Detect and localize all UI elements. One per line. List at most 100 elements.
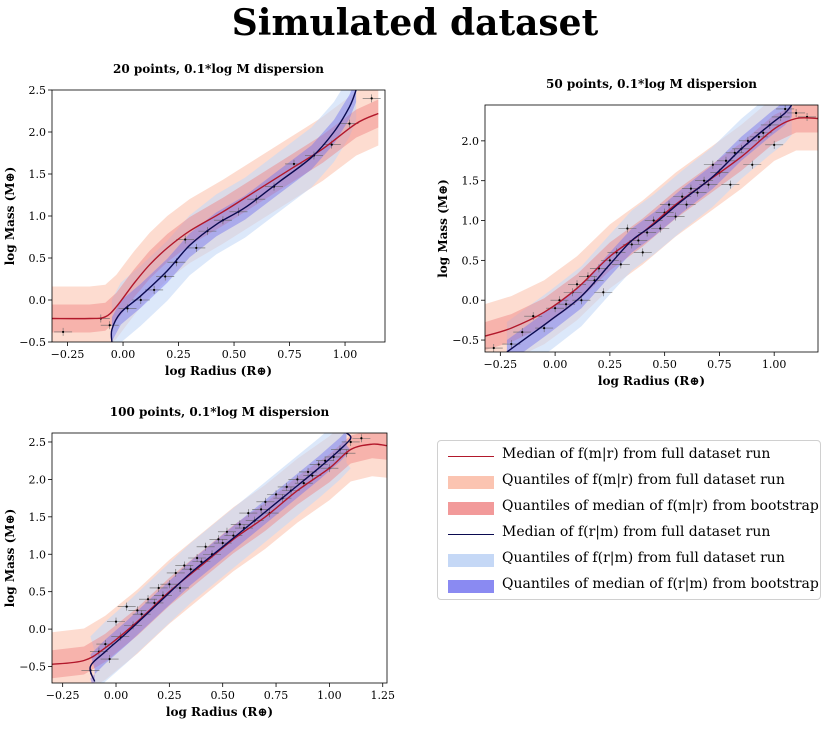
bootstrap-band-mr [485, 105, 818, 351]
subplot-20-points: −0.25 0.00 0.25 0.50 0.75 1.00 −0.5 0.0 0.5 1.0 1.… [3, 62, 386, 378]
point-marker [146, 598, 150, 601]
point-marker [580, 299, 583, 302]
median-line-mr [52, 112, 379, 320]
point-marker [108, 657, 111, 661]
point-marker [784, 107, 787, 111]
point-marker [317, 463, 320, 466]
point-marker [264, 500, 267, 503]
point-marker [646, 231, 649, 234]
legend-entry-median-mr: Median of f(m|r) from full dataset run [438, 444, 820, 468]
point-marker [492, 346, 495, 350]
point-marker [532, 315, 535, 318]
point-marker [178, 586, 182, 590]
subplot-title: 50 points, 0.1*log M dispersion [546, 77, 757, 91]
point-marker [285, 485, 288, 488]
legend-label: Quantiles of median of f(r|m) from boots… [502, 576, 819, 592]
legend-label: Quantiles of median of f(m|r) from boots… [502, 498, 819, 514]
legend-patch-swatch [448, 476, 494, 489]
legend-patch-swatch [448, 580, 494, 593]
data-point [776, 105, 795, 113]
data-point [362, 94, 381, 103]
data-point [176, 235, 195, 244]
point-marker [217, 538, 220, 541]
data-point [568, 280, 587, 289]
point-marker [140, 613, 143, 616]
point-marker [274, 493, 278, 496]
subplot-100-points: −0.25 0.00 0.25 0.50 0.75 1.00 1.25 −0.5 0.0 0.5 1… [3, 405, 395, 719]
data-point [352, 434, 371, 443]
median-line-rm [89, 433, 352, 682]
x-tick-label: 0.75 [707, 358, 732, 371]
point-marker [204, 545, 207, 548]
data-point [160, 580, 179, 589]
point-marker [370, 97, 373, 100]
axes-frame [51, 432, 388, 684]
point-marker [619, 263, 622, 266]
x-tick-label: 0.25 [166, 348, 191, 361]
subplot-title: 100 points, 0.1*log M dispersion [110, 405, 330, 419]
x-tick-label: 0.00 [111, 348, 136, 361]
point-marker [554, 307, 557, 310]
point-marker [564, 303, 568, 306]
x-tick-label: 0.50 [210, 689, 235, 702]
point-marker [724, 159, 728, 162]
plot-area [52, 90, 381, 342]
data-point [149, 583, 168, 592]
point-marker [62, 330, 65, 334]
y-tick-label: −0.5 [19, 661, 46, 674]
legend-patch-swatch [448, 554, 494, 567]
point-marker [292, 162, 296, 166]
y-tick-label: 0.0 [462, 294, 480, 307]
y-axis-label: log Mass (M⊕) [3, 509, 17, 608]
figure-title: Simulated dataset [231, 2, 599, 44]
point-marker [330, 143, 333, 146]
y-tick-label: 2.5 [29, 436, 47, 449]
point-marker [674, 215, 677, 218]
point-marker [238, 523, 241, 526]
point-marker [630, 243, 633, 246]
point-marker [302, 482, 305, 485]
legend-line-swatch [448, 534, 494, 535]
data-point [572, 296, 591, 305]
y-tick-label: 0.0 [29, 294, 47, 307]
point-marker [126, 307, 129, 310]
point-marker [733, 151, 736, 154]
data-point [209, 535, 228, 544]
data-point [166, 568, 185, 577]
data-point [618, 224, 637, 233]
data-point [738, 136, 757, 145]
legend-entry-bootstrap-mr: Quantiles of median of f(m|r) from boots… [438, 496, 820, 520]
data-point [100, 321, 119, 330]
data-point [651, 224, 670, 233]
data-point [188, 554, 207, 562]
point-marker [659, 227, 662, 230]
point-marker [641, 251, 644, 254]
x-axis-label: log Radius (R⊕) [166, 705, 273, 719]
point-marker [184, 238, 187, 241]
point-marker [324, 459, 327, 462]
y-tick-label: 1.0 [462, 215, 480, 228]
point-marker [685, 203, 688, 206]
point-marker [543, 326, 546, 330]
data-point [611, 260, 630, 269]
point-marker [168, 583, 171, 586]
point-marker [200, 560, 203, 563]
data-point [256, 497, 275, 506]
x-tick-label: 0.25 [157, 689, 182, 702]
data-point [546, 304, 565, 313]
point-marker [762, 131, 765, 134]
y-tick-label: −0.5 [452, 334, 479, 347]
point-marker [306, 470, 310, 474]
point-marker [608, 259, 611, 262]
point-marker [161, 594, 165, 597]
y-tick-label: 0.5 [29, 252, 47, 265]
data-point [196, 542, 215, 551]
point-marker [702, 179, 706, 182]
legend-entry-median-rm: Median of f(r|m) from full dataset run [438, 522, 820, 546]
point-marker [773, 143, 776, 146]
data-point [267, 490, 286, 499]
data-point [277, 482, 296, 491]
point-marker [139, 298, 142, 302]
point-marker [348, 122, 351, 125]
x-tick-label: 0.75 [264, 689, 289, 702]
